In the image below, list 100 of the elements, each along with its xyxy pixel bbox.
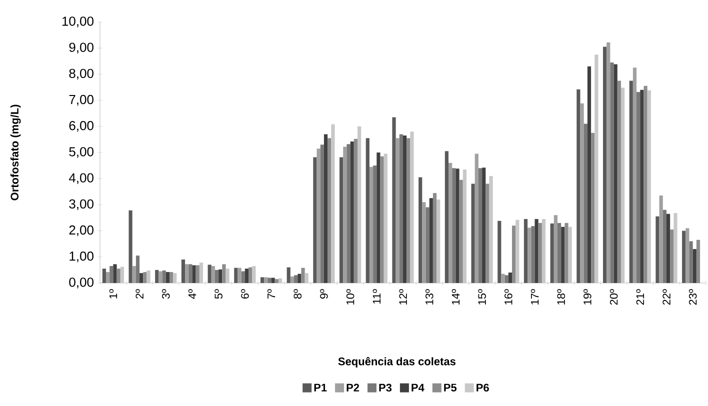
bar — [478, 168, 482, 283]
bar — [538, 222, 542, 283]
bar — [226, 268, 230, 283]
bar — [346, 144, 350, 283]
bar — [222, 264, 226, 283]
x-tick-label: 21º — [636, 289, 644, 305]
bar — [260, 277, 264, 283]
bar — [482, 168, 486, 283]
bar — [656, 216, 660, 283]
bar — [452, 168, 456, 283]
y-tick-label: 6,00 — [69, 121, 94, 132]
bar — [471, 184, 475, 283]
bar — [629, 80, 633, 283]
bar — [286, 267, 290, 283]
y-tick-label: 8,00 — [69, 68, 94, 80]
x-tick-label: 9º — [320, 289, 328, 299]
bar — [155, 270, 159, 283]
bar — [617, 80, 621, 283]
y-tick-label: 1,00 — [70, 252, 94, 262]
bar — [298, 274, 302, 283]
bar — [366, 138, 370, 283]
bar — [324, 134, 328, 283]
x-tick-label: 17º — [530, 289, 539, 304]
x-tick-label: 23º — [688, 289, 697, 305]
bar — [692, 249, 696, 283]
bar — [304, 273, 308, 283]
bar — [436, 199, 440, 283]
bar — [429, 198, 433, 283]
x-tick-label: 20º — [610, 289, 618, 305]
bar — [568, 226, 572, 283]
bar — [644, 86, 648, 283]
bar — [498, 220, 502, 283]
bar — [328, 138, 332, 283]
bar — [173, 273, 177, 283]
bar — [516, 220, 520, 283]
bar — [432, 192, 437, 283]
bar — [120, 266, 124, 283]
x-tick-label: 14º — [452, 289, 460, 304]
bar — [110, 266, 114, 283]
bar — [208, 264, 212, 283]
y-tick-label: 2,00 — [69, 225, 94, 236]
bar — [534, 219, 538, 283]
bar — [313, 157, 317, 283]
bar — [674, 213, 678, 283]
bar — [162, 270, 166, 283]
bar — [301, 268, 305, 283]
bar — [508, 272, 512, 283]
y-axis-title: Ortofosfato (mg/L) — [10, 104, 21, 200]
bar — [666, 214, 670, 283]
bar — [234, 268, 238, 283]
bar — [169, 272, 174, 283]
legend-label: P5 — [444, 384, 457, 392]
x-tick-label: 8º — [294, 289, 302, 299]
bar — [620, 88, 625, 283]
bar — [587, 66, 592, 283]
bar — [610, 62, 614, 283]
bar — [350, 142, 354, 283]
bar — [406, 138, 410, 283]
bar — [689, 241, 693, 283]
x-tick-label: 18º — [557, 289, 565, 304]
bar — [376, 152, 380, 283]
bar — [576, 89, 580, 283]
x-tick-label: 3º — [162, 289, 170, 299]
bar — [459, 180, 463, 283]
bar — [489, 176, 493, 283]
bar — [354, 138, 358, 283]
bar — [594, 54, 598, 283]
bar — [542, 219, 546, 283]
bar — [271, 278, 275, 283]
bar — [531, 226, 535, 283]
bar — [512, 226, 516, 283]
bar — [166, 272, 170, 283]
bar — [244, 268, 249, 283]
x-tick-label: 11º — [372, 289, 381, 304]
bar — [116, 268, 120, 283]
bar — [662, 210, 666, 283]
bar — [602, 46, 607, 283]
legend-label: P2 — [346, 384, 360, 392]
bar — [418, 177, 422, 283]
x-tick-label: 19º — [584, 289, 592, 304]
y-tick-label: 4,00 — [68, 173, 94, 184]
bar — [614, 64, 618, 283]
bar — [188, 264, 192, 283]
bar — [278, 278, 282, 283]
bar — [640, 90, 644, 283]
legend-label: P3 — [379, 384, 392, 392]
bar — [248, 267, 252, 283]
x-tick-label: 15º — [478, 289, 486, 304]
bar — [294, 275, 298, 283]
x-tick-label: 1º — [109, 289, 118, 298]
bar — [140, 273, 144, 283]
bar — [524, 219, 528, 283]
y-tick-label: 5,00 — [69, 147, 94, 158]
bar — [462, 169, 466, 283]
x-tick-label: 2º — [136, 289, 144, 299]
bar — [181, 260, 186, 283]
bar — [504, 275, 508, 283]
bar — [403, 136, 407, 283]
x-tick-label: 22º — [662, 289, 670, 305]
bar — [136, 256, 140, 283]
